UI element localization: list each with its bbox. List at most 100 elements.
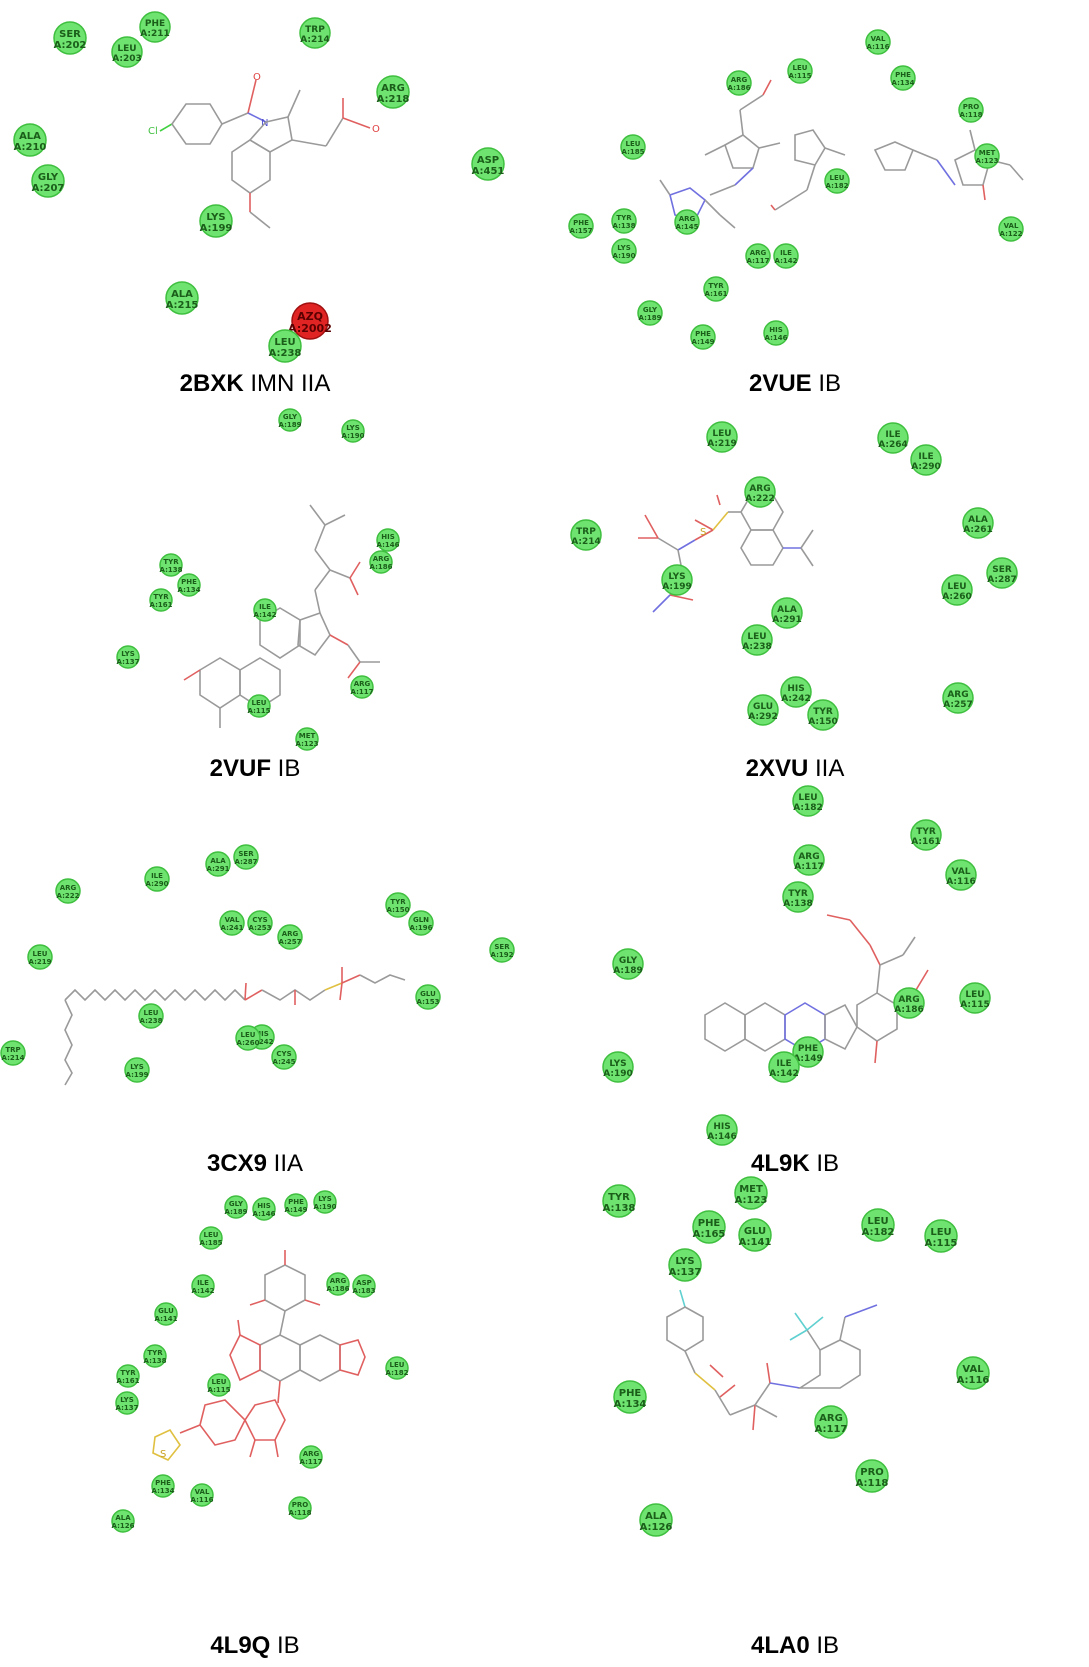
residue-id: A:116 xyxy=(957,1375,990,1386)
residue-name: ALA xyxy=(645,1511,667,1522)
residue-name: VAL xyxy=(225,916,240,924)
residue-id: A:291 xyxy=(207,865,230,873)
site-label: IB xyxy=(811,370,842,397)
residue-id: A:186 xyxy=(327,1285,350,1293)
residue-circle xyxy=(154,1302,178,1326)
residue-id: A:291 xyxy=(772,615,802,625)
residue-name: ILE xyxy=(885,430,900,440)
caption-4l9q: 4L9Q IB xyxy=(75,1632,435,1660)
residue-name: LEU xyxy=(867,1216,888,1227)
residue-id: A:137 xyxy=(117,658,140,666)
residue-name: ILE xyxy=(259,603,271,611)
residue-name: LEU xyxy=(33,950,48,958)
residue-name: VAL xyxy=(195,1488,210,1496)
residue-id: A:122 xyxy=(1000,230,1023,238)
residue-circle xyxy=(924,1219,958,1253)
residue-id: A:261 xyxy=(963,525,993,535)
residue-name: TYR xyxy=(390,898,406,906)
residue-name: ILE xyxy=(776,1059,791,1069)
residue-circle xyxy=(611,208,637,234)
residue-circle xyxy=(703,276,729,302)
residue-id: A:150 xyxy=(387,906,410,914)
residue-id: A:214 xyxy=(300,35,330,45)
residue-name: HIS xyxy=(769,326,783,334)
residue-id: A:134 xyxy=(152,1487,175,1495)
pdb-code: 2BXK xyxy=(179,370,244,397)
residue-name: CYS xyxy=(252,916,267,924)
residue-circle xyxy=(385,892,411,918)
residue-circle xyxy=(115,1391,139,1415)
residue-circle xyxy=(191,1274,215,1298)
residue-circle xyxy=(620,134,646,160)
residue-name: LEU xyxy=(204,1231,219,1239)
residue-name: ASP xyxy=(477,155,499,166)
residue-circle xyxy=(893,987,925,1019)
residue-name: ALA xyxy=(210,857,226,865)
panel-4l9q: S GLYA:189HISA:146PHEA:149LYSA:190LEUA:1… xyxy=(111,1190,409,1533)
residue-name: GLU xyxy=(420,990,436,998)
residue-group: GLYA:189HISA:146PHEA:149LYSA:190LEUA:185… xyxy=(111,1190,409,1533)
site-label: IB xyxy=(270,1632,300,1659)
residue-name: PHE xyxy=(619,1388,642,1399)
residue-id: A:242 xyxy=(781,694,811,704)
residue-name: ALA xyxy=(115,1514,131,1522)
residue-id: A:134 xyxy=(892,79,915,87)
residue-circle xyxy=(773,243,799,269)
residue-id: A:214 xyxy=(571,537,601,547)
residue-circle xyxy=(745,243,771,269)
residue-name: LYS xyxy=(675,1256,694,1267)
residue-circle xyxy=(224,1195,248,1219)
caption-2vuf: 2VUF IB xyxy=(75,755,435,783)
residue-circle xyxy=(986,557,1018,589)
residue-id: A:115 xyxy=(925,1238,958,1249)
residue-group: SERA:202PHEA:211LEUA:203TRPA:214ARGA:218… xyxy=(13,11,505,363)
residue-id: A:189 xyxy=(639,314,662,322)
residue-name: ILE xyxy=(151,872,163,880)
residue-circle xyxy=(807,699,839,731)
residue-name: GLY xyxy=(643,306,658,314)
residue-name: PHE xyxy=(288,1198,304,1206)
residue-id: A:118 xyxy=(856,1478,889,1489)
residue-name: HIS xyxy=(713,1122,730,1132)
residue-circle xyxy=(706,421,738,453)
residue-circle xyxy=(568,213,594,239)
residue-circle xyxy=(271,1044,297,1070)
residue-name: ARG xyxy=(60,884,77,892)
residue-id: A:146 xyxy=(765,334,788,342)
residue-circle xyxy=(291,302,329,340)
residue-circle xyxy=(471,147,505,181)
residue-name: GLY xyxy=(229,1200,244,1208)
ligand-structure-lipid xyxy=(64,967,406,1086)
residue-id: A:137 xyxy=(669,1267,702,1278)
residue-id: A:287 xyxy=(987,575,1017,585)
pdb-code: 4LA0 xyxy=(750,1632,810,1659)
residue-circle xyxy=(787,58,813,84)
residue-circle xyxy=(738,1218,772,1252)
